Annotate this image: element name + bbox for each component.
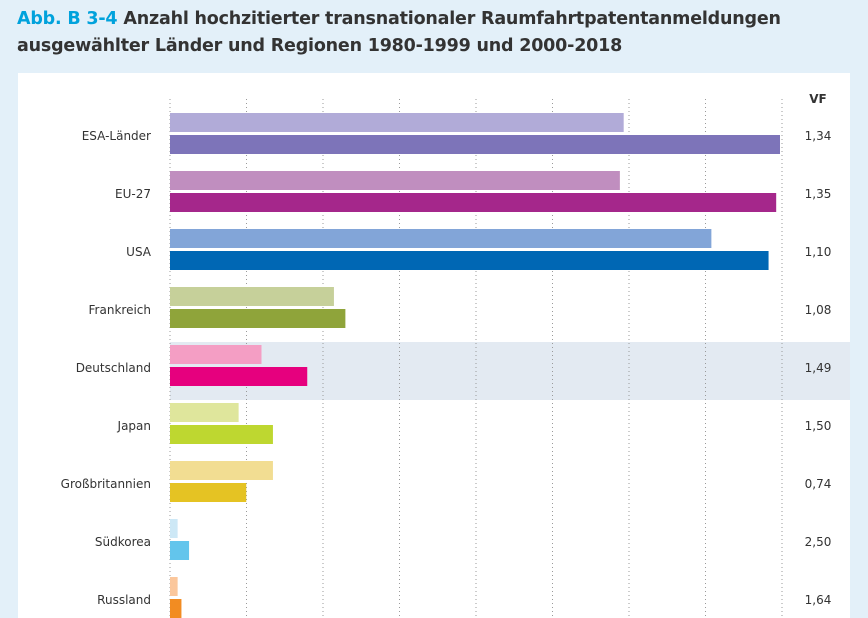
category-label: Russland bbox=[97, 593, 151, 607]
figure-title-line2: ausgewählter Länder und Regionen 1980-19… bbox=[17, 36, 623, 56]
bar-1980-1999 bbox=[170, 403, 239, 422]
category-label: ESA-Länder bbox=[82, 129, 151, 143]
vf-value: 1,10 bbox=[805, 245, 832, 259]
bar-2000-2018 bbox=[170, 599, 182, 618]
vf-value: 0,74 bbox=[805, 477, 832, 491]
bar-1980-1999 bbox=[170, 461, 273, 480]
bar-1980-1999 bbox=[170, 287, 334, 306]
figure-number: Abb. B 3-4 bbox=[17, 9, 118, 29]
bar-2000-2018 bbox=[170, 135, 780, 154]
figure-title-line1: Anzahl hochzitierter transnationaler Rau… bbox=[123, 9, 781, 29]
category-label: USA bbox=[126, 245, 152, 259]
bar-1980-1999 bbox=[170, 229, 712, 248]
vf-value: 1,08 bbox=[805, 303, 832, 317]
bar-1980-1999 bbox=[170, 345, 262, 364]
vf-value: 1,50 bbox=[805, 419, 832, 433]
figure-title: Abb. B 3-4 Anzahl hochzitierter transnati… bbox=[17, 6, 857, 60]
bar-chart: VF ESA-Länder 1,34 EU-27 1,35 USA 1,10 Frankrei… bbox=[61, 92, 850, 618]
vf-value: 2,50 bbox=[805, 535, 832, 549]
bar-2000-2018 bbox=[170, 541, 190, 560]
bar-1980-1999 bbox=[170, 113, 624, 132]
category-label: EU-27 bbox=[115, 187, 151, 201]
category-label: Japan bbox=[117, 419, 151, 433]
vf-header: VF bbox=[809, 92, 826, 106]
bar-2000-2018 bbox=[170, 483, 247, 502]
bar-1980-1999 bbox=[170, 577, 178, 596]
bar-1980-1999 bbox=[170, 171, 620, 190]
vf-value: 1,34 bbox=[805, 129, 832, 143]
category-label: Großbritannien bbox=[61, 477, 151, 491]
vf-value: 1,49 bbox=[805, 361, 832, 375]
category-label: Frankreich bbox=[89, 303, 151, 317]
chart-panel: VF ESA-Länder 1,34 EU-27 1,35 USA 1,10 Frankrei… bbox=[18, 73, 850, 618]
vf-value: 1,64 bbox=[805, 593, 832, 607]
bar-2000-2018 bbox=[170, 309, 346, 328]
bar-1980-1999 bbox=[170, 519, 178, 538]
vf-value: 1,35 bbox=[805, 187, 832, 201]
bar-2000-2018 bbox=[170, 425, 273, 444]
bar-2000-2018 bbox=[170, 193, 777, 212]
bar-2000-2018 bbox=[170, 251, 769, 270]
bar-2000-2018 bbox=[170, 367, 308, 386]
category-label: Südkorea bbox=[95, 535, 151, 549]
category-label: Deutschland bbox=[76, 361, 151, 375]
